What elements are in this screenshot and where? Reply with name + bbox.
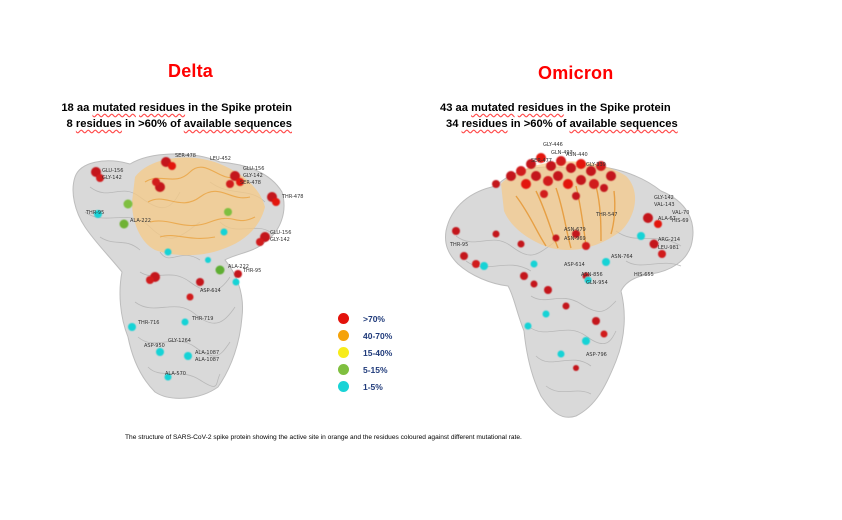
residue-label: ALA-1087 <box>195 350 219 356</box>
residue-label: GLY-1264 <box>168 338 191 344</box>
residue-label: THR-95 <box>85 210 104 216</box>
residue-label: ASN-969 <box>564 236 586 242</box>
legend-item: >70% <box>338 310 392 327</box>
omicron-spike-structure: GLY-446 GLN-493 ASN-440 SER-477 GLY-339 … <box>445 142 694 418</box>
omicron-subtitle: 43 aa mutated residues in the Spike prot… <box>440 100 690 132</box>
residue-label: ASN-856 <box>581 272 603 278</box>
residue-label: LEU-981 <box>658 245 679 251</box>
legend-item: 40-70% <box>338 327 392 344</box>
delta-mutation-spheres <box>91 157 280 381</box>
residue-label: VAL-143 <box>654 202 675 208</box>
residue-label: GLN-954 <box>586 280 608 286</box>
delta-title: Delta <box>168 61 214 81</box>
residue-label: ASP-614 <box>564 262 585 268</box>
residue-label: ASP-950 <box>144 343 165 349</box>
residue-label: ASP-614 <box>200 288 221 294</box>
residue-label: ASN-764 <box>611 254 633 260</box>
omicron-subtitle-line2: 34 residues in >60% of available sequenc… <box>446 118 678 130</box>
residue-label: SER-478 <box>175 153 196 159</box>
legend-item: 5-15% <box>338 361 392 378</box>
delta-subtitle-line2: 8 residues in >60% of available sequence… <box>66 118 292 130</box>
legend-swatch <box>338 364 349 375</box>
residue-label: ALA-67 <box>658 216 676 222</box>
legend-label: 15-40% <box>363 347 393 358</box>
delta-residue-labels: GLU-156 GLY-142 THR-95 ALA-222 SER-478 L… <box>85 153 303 377</box>
residue-label: THR-95 <box>449 242 468 248</box>
mutation-rate-legend: >70% 40-70% 15-40% 5-15% 1-5% <box>338 310 392 395</box>
delta-subtitle: 18 aa mutated residues in the Spike prot… <box>40 100 292 132</box>
residue-label: THR-478 <box>281 194 303 200</box>
residue-label: THR-95 <box>242 268 261 274</box>
residue-label: SER-478 <box>240 180 261 186</box>
residue-label: ARG-214 <box>658 237 680 243</box>
residue-label: ALA-570 <box>165 371 186 377</box>
legend-item: 15-40% <box>338 344 392 361</box>
residue-label: GLY-142 <box>243 173 263 179</box>
omicron-active-site <box>501 161 636 251</box>
residue-label: THR-547 <box>595 212 617 218</box>
residue-label: HIS-69 <box>672 218 689 224</box>
residue-label: ASN-440 <box>566 152 588 158</box>
legend-label: >70% <box>363 313 385 324</box>
residue-label: GLY-142 <box>654 195 674 201</box>
omicron-ribbon-texture <box>455 230 682 395</box>
residue-label: ASP-796 <box>586 352 607 358</box>
legend-swatch <box>338 313 349 324</box>
legend-item: 1-5% <box>338 378 392 395</box>
omicron-mutation-spheres <box>452 153 666 371</box>
residue-label: ALA-1087 <box>195 357 219 363</box>
residue-label: ALA-222 <box>228 264 249 270</box>
residue-label: GLU-156 <box>270 230 291 236</box>
legend-label: 1-5% <box>363 381 383 392</box>
legend-swatch <box>338 330 349 341</box>
residue-label: THR-719 <box>191 316 213 322</box>
residue-label: GLY-339 <box>586 162 606 168</box>
residue-label: SER-477 <box>531 158 552 164</box>
legend-label: 5-15% <box>363 364 388 375</box>
residue-label: ALA-222 <box>130 218 151 224</box>
residue-label: GLY-142 <box>102 175 122 181</box>
delta-subtitle-line1: 18 aa mutated residues in the Spike prot… <box>61 102 292 114</box>
residue-label: LEU-452 <box>210 156 231 162</box>
residue-label: GLU-156 <box>102 168 123 174</box>
omicron-subtitle-line1: 43 aa mutated residues in the Spike prot… <box>440 102 671 114</box>
omicron-residue-labels: GLY-446 GLN-493 ASN-440 SER-477 GLY-339 … <box>449 142 689 358</box>
residue-label: GLY-446 <box>543 142 563 148</box>
omicron-title: Omicron <box>538 63 614 83</box>
delta-spike-structure: GLU-156 GLY-142 THR-95 ALA-222 SER-478 L… <box>72 153 303 399</box>
residue-label: THR-716 <box>137 320 159 326</box>
residue-label: GLN-493 <box>551 150 573 156</box>
figure-caption: The structure of SARS-CoV-2 spike protei… <box>125 434 522 441</box>
residue-label: GLU-156 <box>243 166 264 172</box>
residue-label: HIS-655 <box>634 272 654 278</box>
legend-label: 40-70% <box>363 330 393 341</box>
residue-label: ASN-679 <box>564 227 586 233</box>
residue-label: GLY-142 <box>270 237 290 243</box>
residue-label: VAL-70 <box>672 210 689 216</box>
legend-swatch <box>338 347 349 358</box>
legend-swatch <box>338 381 349 392</box>
